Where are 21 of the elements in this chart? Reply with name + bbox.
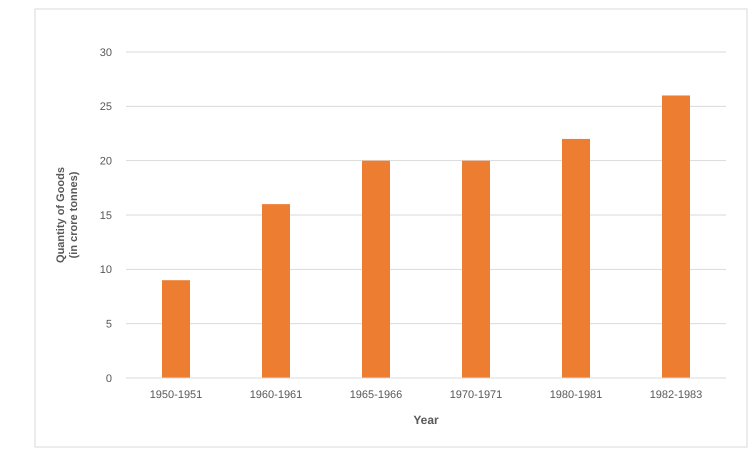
bar (562, 138, 590, 378)
y-tick-label: 15 (100, 210, 112, 222)
y-tick-label: 5 (106, 318, 112, 331)
x-tick-label: 1950-1951 (150, 389, 202, 401)
y-tick-label: 25 (100, 101, 112, 114)
y-tick-label: 30 (100, 46, 112, 59)
y-tick-label: 20 (100, 156, 112, 168)
x-tick-label: 1960-1961 (250, 389, 302, 401)
bar (662, 95, 690, 378)
x-tick-label: 1980-1981 (550, 389, 602, 401)
y-tick-label: 0 (106, 372, 112, 385)
y-tick-label: 10 (100, 264, 112, 276)
x-tick-label: 1965-1966 (350, 389, 402, 401)
x-tick-label: 1982-1983 (650, 389, 702, 401)
x-tick-label: 1970-1971 (450, 389, 502, 401)
bar (462, 160, 490, 378)
y-axis-title: Quantity of Goods (in crore tonnes) (55, 167, 80, 263)
bar (262, 204, 290, 378)
bar (162, 280, 190, 378)
bar (362, 160, 390, 378)
x-axis-title: Year (413, 413, 440, 427)
